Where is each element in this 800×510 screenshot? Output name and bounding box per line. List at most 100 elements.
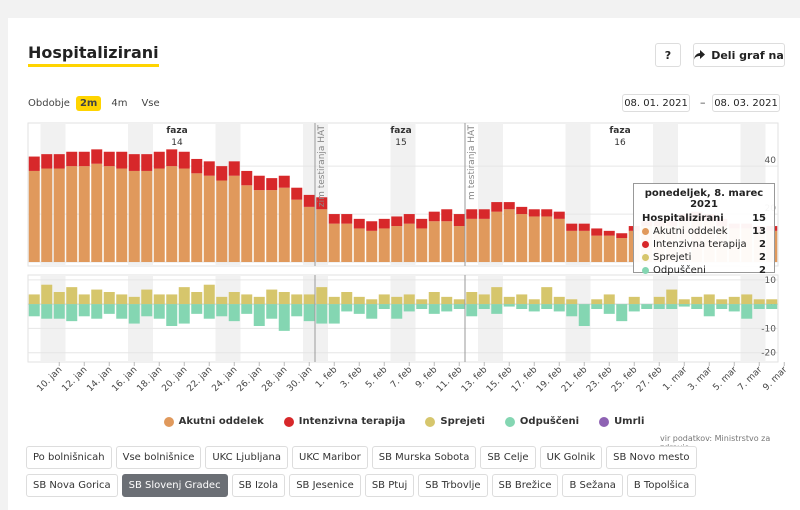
hospital-button[interactable]: Vse bolnišnice — [115, 446, 202, 469]
tooltip-value: 2 — [759, 239, 766, 250]
period-option[interactable]: 2m — [75, 96, 102, 111]
bar — [303, 294, 315, 305]
bar — [553, 211, 565, 219]
bar — [341, 223, 353, 262]
hospital-button[interactable]: Po bolnišnicah — [26, 446, 112, 469]
bar — [291, 294, 303, 305]
hospital-button[interactable]: SB Jesenice — [289, 474, 361, 497]
phase-label: faza — [609, 126, 630, 136]
bar — [503, 209, 515, 262]
bar — [428, 304, 440, 314]
bar — [591, 235, 603, 262]
bar — [441, 209, 453, 222]
tooltip-label-wrap: Akutni oddelek — [642, 226, 728, 237]
x-tick-label: 3. feb — [339, 365, 365, 391]
hospital-button[interactable]: UKC Ljubljana — [205, 446, 289, 469]
bar — [541, 209, 553, 217]
bar — [428, 211, 440, 222]
bar — [703, 304, 715, 317]
hospital-button[interactable]: UKC Maribor — [292, 446, 368, 469]
tooltip-label: Intenzivna terapija — [653, 239, 747, 250]
legend-item[interactable]: Akutni oddelek — [163, 416, 264, 427]
x-tick-label: 3. mar — [686, 365, 714, 393]
legend-item[interactable]: Umrli — [599, 416, 644, 427]
legend-label: Odpuščeni — [519, 416, 580, 427]
bar — [216, 166, 228, 181]
bar — [53, 292, 65, 305]
bar — [153, 168, 165, 262]
tooltip-row: Intenzivna terapija 2 — [642, 238, 766, 251]
bar — [678, 299, 690, 305]
hospital-button[interactable]: SB Brežice — [491, 474, 559, 497]
bar — [291, 304, 303, 317]
bar — [628, 296, 640, 305]
bar — [78, 166, 90, 262]
phase-number: 15 — [395, 138, 406, 148]
bar — [541, 216, 553, 262]
period-option[interactable]: 4m — [111, 98, 128, 109]
bar — [291, 187, 303, 200]
hospital-button[interactable]: SB Slovenj Gradec — [121, 474, 228, 497]
bar — [603, 294, 615, 305]
bar — [241, 170, 253, 186]
bar — [166, 304, 178, 326]
tooltip-row: Hospitalizirani 15 — [642, 212, 766, 225]
bar — [441, 296, 453, 305]
bar — [216, 304, 228, 317]
bar — [278, 292, 290, 305]
legend: Akutni oddelek Intenzivna terapija Sprejet… — [8, 416, 800, 427]
x-tick-label: 5. feb — [364, 365, 390, 391]
bar — [641, 304, 653, 309]
hospital-button[interactable]: UK Golnik — [539, 446, 603, 469]
x-tick-label: 28. jan — [260, 365, 289, 394]
help-button[interactable]: ? — [655, 43, 681, 67]
share-button[interactable]: Deli graf na — [693, 43, 785, 67]
bar — [153, 151, 165, 169]
date-to[interactable]: 08. 03. 2021 — [712, 94, 780, 112]
phase-label: faza — [166, 126, 187, 136]
period-option[interactable]: Vse — [141, 98, 160, 109]
bar — [178, 287, 190, 305]
legend-label: Akutni oddelek — [178, 416, 264, 427]
hospital-button[interactable]: B Topolšica — [626, 474, 697, 497]
bar — [153, 294, 165, 305]
bar — [591, 228, 603, 236]
tooltip-value: 2 — [759, 265, 766, 276]
bar — [553, 304, 565, 312]
bar — [303, 206, 315, 262]
bar — [266, 304, 278, 319]
hospital-button[interactable]: SB Nova Gorica — [26, 474, 118, 497]
hospital-button[interactable]: B Sežana — [562, 474, 623, 497]
bar — [278, 187, 290, 262]
bar — [553, 296, 565, 305]
bar — [316, 287, 328, 305]
tooltip-label-wrap: Intenzivna terapija — [642, 239, 747, 250]
hospital-button[interactable]: SB Celje — [480, 446, 536, 469]
bar — [591, 299, 603, 305]
x-tick-label: 24. jan — [210, 365, 239, 394]
legend-label: Intenzivna terapija — [298, 416, 406, 427]
bar — [541, 287, 553, 305]
bar — [78, 151, 90, 167]
legend-item[interactable]: Intenzivna terapija — [283, 416, 406, 427]
bar — [453, 299, 465, 305]
bar — [66, 166, 78, 262]
bar — [516, 304, 528, 309]
legend-item[interactable]: Odpuščeni — [504, 416, 580, 427]
phase-number: 16 — [614, 138, 626, 148]
legend-item[interactable]: Sprejeti — [425, 416, 485, 427]
hospital-button[interactable]: SB Trbovlje — [418, 474, 488, 497]
hospital-button[interactable]: SB Murska Sobota — [371, 446, 477, 469]
bar — [128, 296, 140, 305]
bar — [666, 304, 678, 309]
date-from[interactable]: 08. 01. 2021 — [622, 94, 690, 112]
hospital-button[interactable]: SB Izola — [231, 474, 286, 497]
bar — [278, 304, 290, 331]
bar — [528, 304, 540, 312]
bar — [78, 294, 90, 305]
bar — [91, 163, 103, 262]
hospital-button[interactable]: SB Novo mesto — [606, 446, 697, 469]
x-tick-label: 14. jan — [85, 365, 114, 394]
hospital-button[interactable]: SB Ptuj — [364, 474, 415, 497]
bar — [666, 289, 678, 305]
